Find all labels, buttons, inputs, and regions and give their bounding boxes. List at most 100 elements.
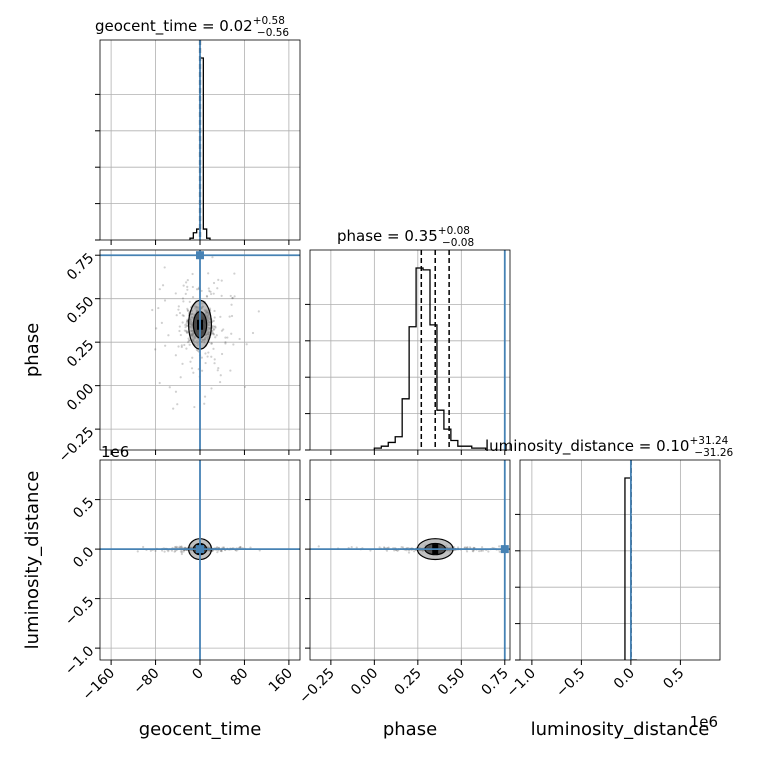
sample-point <box>216 369 219 372</box>
sample-point <box>164 344 167 347</box>
sample-point <box>191 296 195 299</box>
panels: −1.0 −0.5 0.0 0.5−0.250.000.250.500.75−160−… <box>56 39 721 707</box>
sample-point <box>173 550 176 553</box>
sample-point <box>186 288 189 291</box>
sample-point <box>186 319 189 323</box>
y-offset-label: 1e6 <box>101 443 129 461</box>
x-tick-label: 0 <box>189 665 207 683</box>
sample-point <box>463 546 467 549</box>
panel-frame <box>519 459 721 661</box>
sample-point <box>175 314 178 317</box>
sample-point <box>226 336 229 339</box>
sample-point <box>178 329 181 333</box>
sample-point <box>498 545 501 548</box>
sample-point <box>512 550 514 552</box>
sample-point <box>211 331 214 335</box>
truth-marker <box>196 251 204 260</box>
sample-point <box>220 549 223 552</box>
sample-point <box>212 328 215 331</box>
sample-point <box>187 339 191 342</box>
sample-point <box>382 546 386 549</box>
sample-point <box>481 549 485 552</box>
sample-point <box>230 303 233 306</box>
x-tick-label: 0.0 <box>611 665 638 692</box>
2d-panel-geocent-time-phase: −0.25 0.00 0.25 0.50 0.75 <box>56 242 301 466</box>
sample-point <box>170 549 174 552</box>
x-tick-label: 160 <box>266 665 296 695</box>
sample-point <box>222 546 225 549</box>
sample-point <box>167 334 170 337</box>
sample-point <box>163 299 167 302</box>
sample-point <box>228 315 231 318</box>
sample-point <box>192 371 195 374</box>
y-tick-label: −1.0 <box>62 643 97 678</box>
sample-point <box>193 242 195 244</box>
sample-point <box>498 550 501 553</box>
sample-point <box>214 336 217 339</box>
sample-point <box>211 329 214 333</box>
sample-point <box>181 297 185 300</box>
sample-point <box>186 319 189 323</box>
sample-point <box>178 545 181 548</box>
sample-point <box>191 285 194 289</box>
title-phase: phase = 0.35+0.08 −0.08 <box>337 225 474 249</box>
sample-point <box>179 333 182 337</box>
sample-point <box>208 307 212 310</box>
sample-point <box>186 318 189 321</box>
sample-point <box>239 546 242 549</box>
sample-point <box>210 342 213 345</box>
sample-point <box>174 549 177 552</box>
x-tick-label: −1.0 <box>504 665 539 700</box>
x-tick-label: 0.5 <box>660 665 687 692</box>
sample-point <box>207 287 210 290</box>
sample-point <box>456 546 460 549</box>
sample-point <box>178 325 181 328</box>
x-tick-label: 0.50 <box>435 665 468 698</box>
y-tick-label: −0.25 <box>56 424 98 466</box>
sample-point <box>232 343 235 346</box>
sample-point <box>187 337 190 340</box>
sample-point <box>207 351 210 354</box>
2d-panel-phase-luminosity-distance: −0.25 0.00 0.25 0.50 0.75 <box>296 459 514 707</box>
sample-point <box>478 549 481 553</box>
sample-point <box>181 362 184 365</box>
sample-point <box>177 308 180 311</box>
sample-point <box>217 278 220 281</box>
sample-point <box>176 546 179 549</box>
sample-point <box>182 550 185 553</box>
x-tick-label: −80 <box>130 665 162 697</box>
sample-point <box>205 294 209 298</box>
sample-point <box>396 549 399 553</box>
sample-point <box>249 546 252 549</box>
sample-point <box>180 344 183 347</box>
sample-point <box>209 292 213 296</box>
panel-background <box>310 250 510 450</box>
x-tick-label: −160 <box>80 665 119 704</box>
sample-point <box>212 333 216 336</box>
hist-panel-geocent-time <box>95 39 301 245</box>
sample-point <box>233 295 236 298</box>
sample-point <box>204 361 207 365</box>
sample-point <box>472 550 475 553</box>
sample-point <box>387 546 390 549</box>
y-tick-label: 0.25 <box>64 337 97 370</box>
sample-point <box>185 331 189 334</box>
x-tick-label: 0.00 <box>348 665 381 698</box>
sample-point <box>229 369 232 372</box>
sample-point <box>487 550 490 553</box>
sample-point <box>231 296 234 300</box>
x-tick-label: 80 <box>228 665 252 689</box>
panel-background <box>520 460 720 660</box>
sample-point <box>378 546 381 549</box>
sample-point <box>158 381 161 385</box>
sample-point <box>219 315 222 318</box>
sample-point <box>212 319 215 322</box>
sample-point <box>185 281 188 284</box>
panel-frame <box>309 459 511 661</box>
sample-point <box>212 347 215 350</box>
sample-point <box>186 331 189 334</box>
sample-point <box>212 325 215 328</box>
sample-point <box>184 292 187 295</box>
truth-marker <box>196 545 204 554</box>
sample-point <box>213 362 216 365</box>
